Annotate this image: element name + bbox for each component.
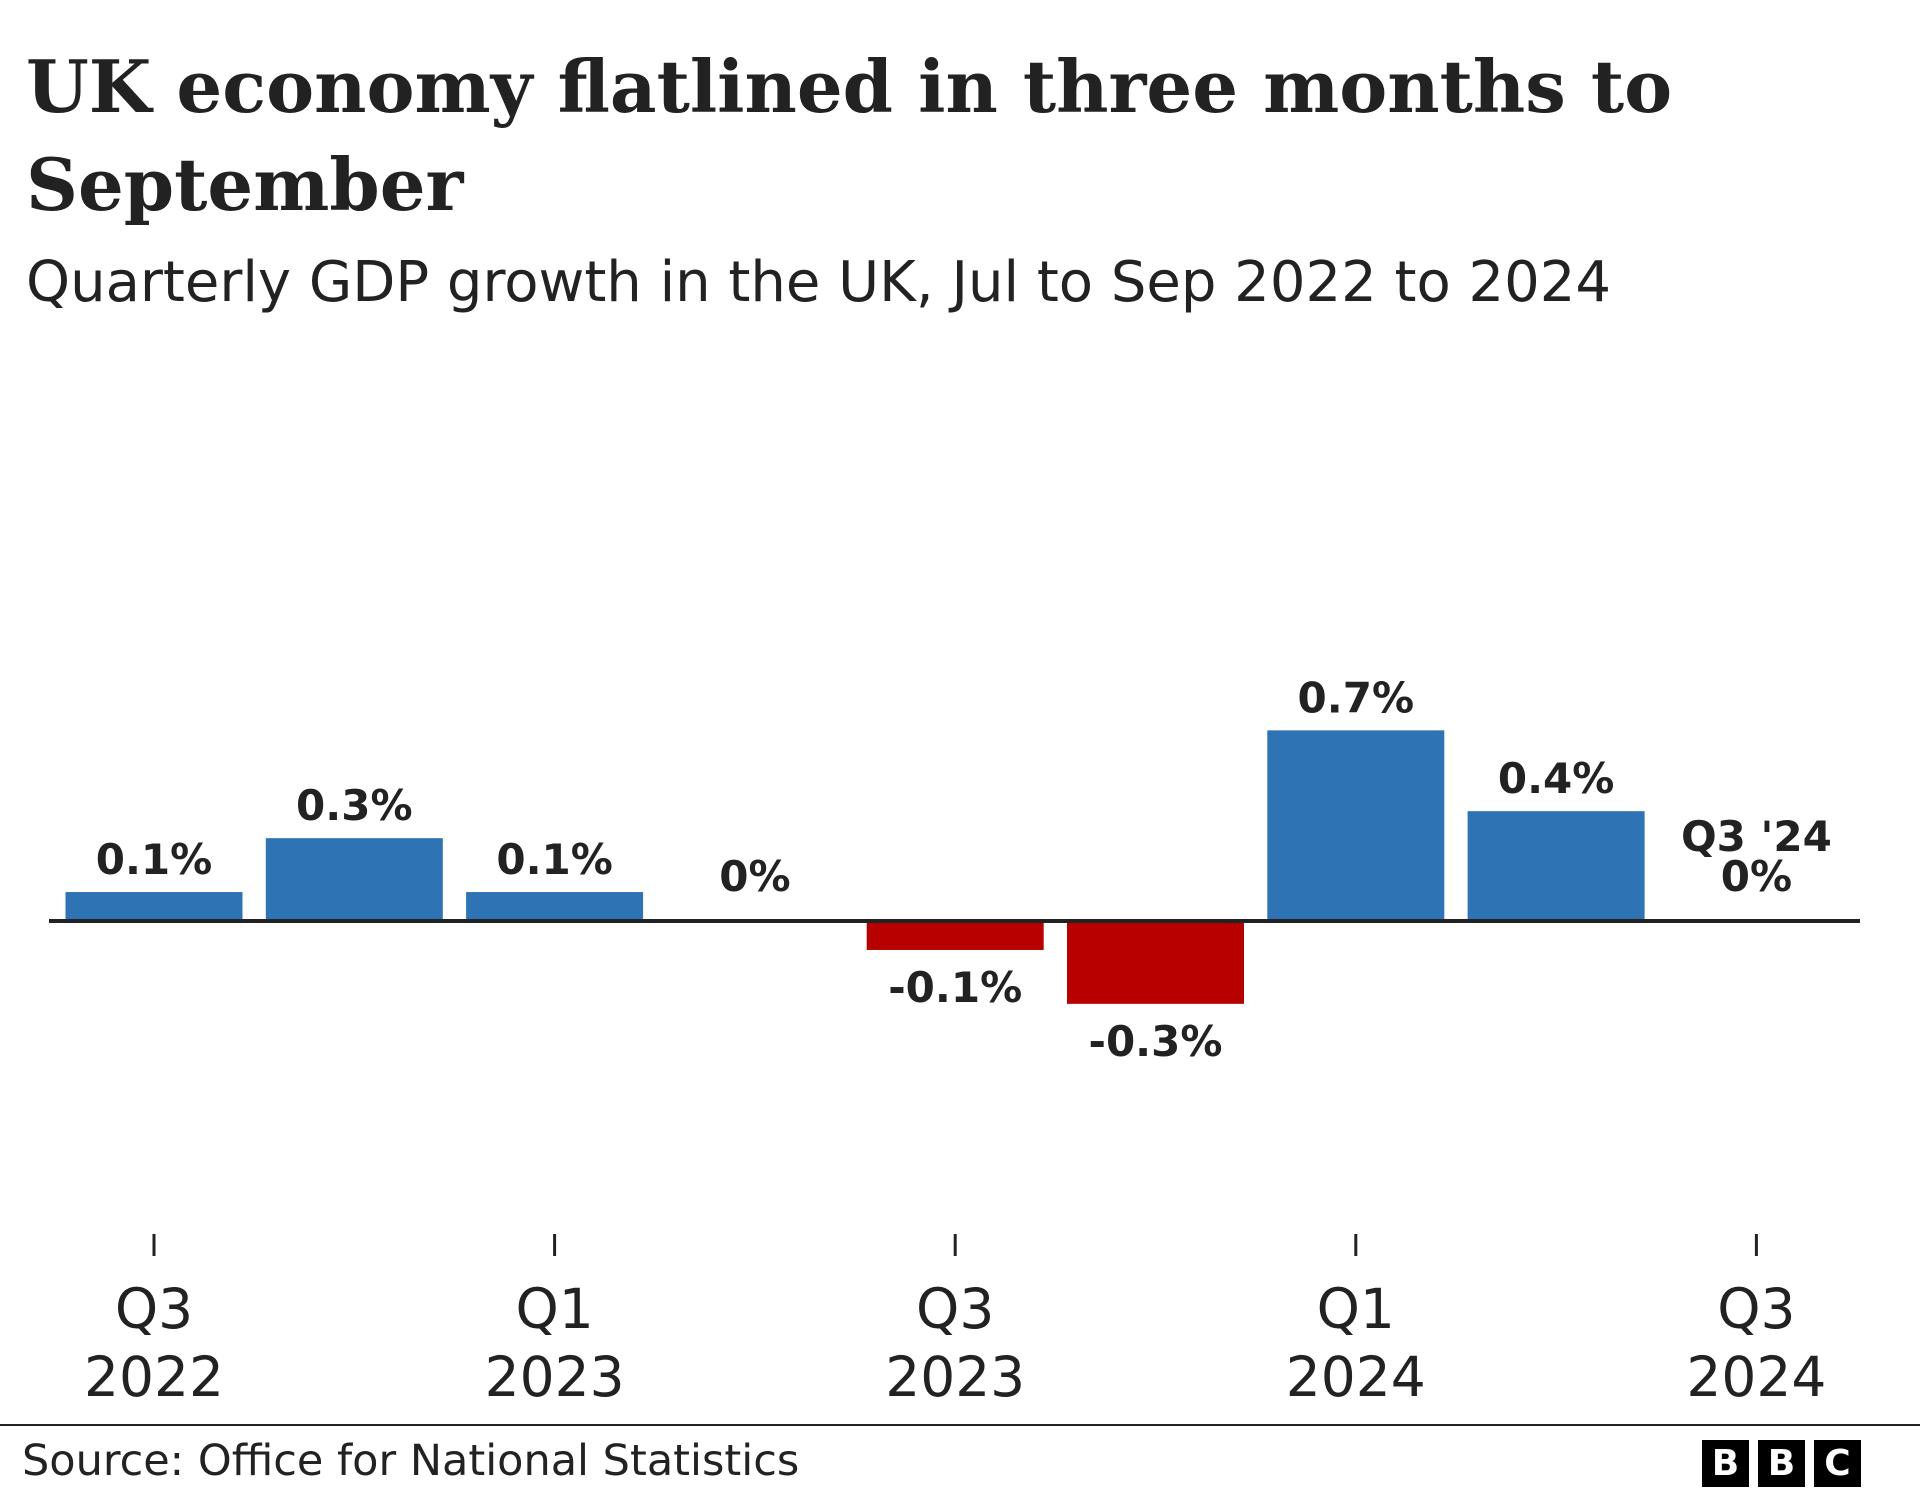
- x-tick-label: Q3: [1717, 1277, 1795, 1341]
- bar: [1267, 730, 1445, 919]
- data-label: 0%: [719, 852, 790, 901]
- x-tick-label: Q3: [115, 1277, 193, 1341]
- data-label: 0.4%: [1498, 754, 1614, 803]
- x-tick-label: 2022: [84, 1345, 224, 1409]
- bar: [466, 892, 644, 919]
- bar: [265, 838, 443, 919]
- bbc-logo: B B C: [1702, 1440, 1861, 1487]
- footer-divider: [0, 1424, 1920, 1426]
- bar-chart: 0.1%0.3%0.1% 0%-0.1%-0.3%0.7%0.4%0%Q3 '24…: [49, 673, 1860, 1409]
- x-tick-label: 2024: [1286, 1345, 1426, 1409]
- bbc-logo-c: C: [1814, 1440, 1861, 1487]
- data-label: 0.1%: [496, 835, 612, 884]
- data-label: 0.1%: [96, 835, 212, 884]
- annotation-label: Q3 '24: [1681, 812, 1832, 861]
- data-label: 0.3%: [296, 781, 412, 830]
- bar: [1467, 811, 1645, 919]
- data-label: -0.1%: [888, 963, 1022, 1012]
- bar: [65, 892, 243, 919]
- data-label: -0.3%: [1089, 1017, 1223, 1066]
- x-tick-label: Q3: [916, 1277, 994, 1341]
- x-tick-label: 2024: [1686, 1345, 1826, 1409]
- bbc-logo-b2: B: [1758, 1440, 1805, 1487]
- x-tick-label: 2023: [485, 1345, 625, 1409]
- bar: [866, 923, 1044, 950]
- chart-title: UK economy flatlined in three months to …: [26, 44, 1673, 227]
- bbc-logo-b1: B: [1702, 1440, 1749, 1487]
- source-note: Source: Office for National Statistics: [22, 1436, 800, 1486]
- bar: [1067, 923, 1244, 1004]
- x-tick-label: 2023: [885, 1345, 1025, 1409]
- chart-subtitle: Quarterly GDP growth in the UK, Jul to S…: [26, 250, 1612, 315]
- data-label: 0.7%: [1298, 673, 1414, 722]
- x-tick-label: Q1: [515, 1277, 593, 1341]
- x-tick-label: Q1: [1317, 1277, 1395, 1341]
- data-label: 0%: [1721, 852, 1792, 901]
